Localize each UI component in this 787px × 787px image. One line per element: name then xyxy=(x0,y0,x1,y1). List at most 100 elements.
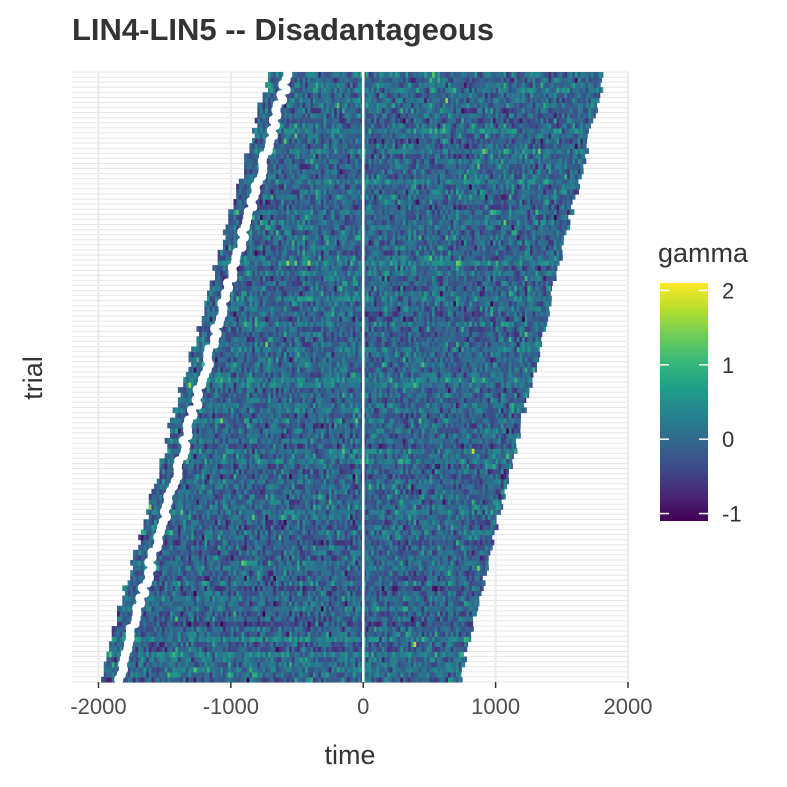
heatmap-tile xyxy=(228,666,232,673)
heatmap-tile xyxy=(302,671,306,678)
heatmap-tile xyxy=(193,631,197,637)
heatmap-tile xyxy=(334,626,338,632)
heatmap-tile xyxy=(169,621,174,627)
heatmap-tile xyxy=(228,641,232,648)
heatmap-tile xyxy=(302,636,306,642)
heatmap-tile xyxy=(275,666,280,673)
heatmap-tile xyxy=(244,651,248,658)
heatmap-tile xyxy=(395,621,399,627)
heatmap-tile xyxy=(214,656,219,663)
heatmap-tile xyxy=(410,615,415,622)
heatmap-tile xyxy=(328,641,332,648)
heatmap-tile xyxy=(294,631,298,637)
heatmap-tile xyxy=(193,615,197,622)
heatmap-tile xyxy=(114,666,118,673)
heatmap-tile xyxy=(434,615,438,622)
heatmap-tile xyxy=(442,636,446,642)
heatmap-tile xyxy=(371,671,375,678)
heatmap-tile xyxy=(156,636,160,642)
heatmap-tile xyxy=(453,626,457,632)
heatmap-tile xyxy=(310,631,314,637)
heatmap-tile xyxy=(350,615,354,622)
heatmap-tile xyxy=(162,676,166,683)
heatmap-tile xyxy=(201,631,205,637)
heatmap-tile xyxy=(236,656,240,663)
heatmap-tile xyxy=(217,646,221,653)
heatmap-tile xyxy=(209,626,213,632)
heatmap-tile xyxy=(254,656,258,663)
heatmap-tile xyxy=(236,661,240,668)
heatmap-tile xyxy=(437,676,441,683)
heatmap-tile xyxy=(196,641,200,648)
heatmap-tile xyxy=(199,615,203,622)
heatmap-tile xyxy=(143,676,147,683)
heatmap-tile xyxy=(212,626,216,632)
heatmap-tile xyxy=(455,646,460,653)
heatmap-tile xyxy=(387,621,391,627)
heatmap-tile xyxy=(363,621,367,627)
heatmap-tile xyxy=(222,661,227,668)
heatmap-tile xyxy=(304,671,309,678)
heatmap-tile xyxy=(490,544,493,551)
heatmap-tile xyxy=(169,656,174,663)
heatmap-tile xyxy=(236,615,240,622)
heatmap-tile xyxy=(262,656,266,663)
heatmap-tile xyxy=(297,631,301,637)
heatmap-tile xyxy=(225,621,229,627)
heatmap-tile xyxy=(365,666,370,673)
heatmap-tile xyxy=(334,636,338,642)
heatmap-tile xyxy=(138,631,142,637)
heatmap-tile xyxy=(397,641,401,648)
heatmap-tile xyxy=(397,636,401,642)
heatmap-tile xyxy=(222,656,227,663)
heatmap-tile xyxy=(418,646,422,653)
heatmap-tile xyxy=(217,615,221,622)
heatmap-tile xyxy=(209,666,213,673)
heatmap-tile xyxy=(222,626,227,632)
heatmap-tile xyxy=(350,671,354,678)
heatmap-tile xyxy=(175,626,179,632)
heatmap-tile xyxy=(220,636,224,642)
heatmap-tile xyxy=(315,661,319,668)
heatmap-tile xyxy=(177,636,182,642)
heatmap-tile xyxy=(283,615,287,622)
heatmap-tile xyxy=(214,615,219,622)
heatmap-tile xyxy=(185,641,189,648)
heatmap-tile xyxy=(445,656,449,663)
heatmap-tile xyxy=(162,626,166,632)
heatmap-tile xyxy=(424,661,428,668)
heatmap-tile xyxy=(445,651,449,658)
heatmap-tile xyxy=(159,615,163,622)
heatmap-tile xyxy=(249,646,253,653)
heatmap-tile xyxy=(458,621,462,627)
heatmap-tile xyxy=(273,666,277,673)
heatmap-tile xyxy=(119,636,123,642)
heatmap-tile xyxy=(111,676,115,683)
heatmap-tile xyxy=(132,676,137,683)
heatmap-tile xyxy=(395,636,399,642)
heatmap-tile xyxy=(297,641,301,648)
heatmap-tile xyxy=(199,676,203,683)
heatmap-tile xyxy=(246,626,250,632)
heatmap-tile xyxy=(400,651,404,658)
heatmap-tile xyxy=(286,656,290,663)
heatmap-tile xyxy=(402,626,407,632)
heatmap-tile xyxy=(323,641,327,648)
heatmap-tile xyxy=(339,666,343,673)
heatmap-tile xyxy=(180,661,184,668)
heatmap-tile xyxy=(183,636,187,642)
heatmap-tile xyxy=(249,671,253,678)
heatmap-tile xyxy=(167,656,171,663)
heatmap-tile xyxy=(445,661,449,668)
heatmap-tile xyxy=(381,641,385,648)
heatmap-tile xyxy=(405,656,409,663)
heatmap-tile xyxy=(117,621,121,627)
heatmap-tile xyxy=(458,631,462,637)
heatmap-tile xyxy=(191,631,195,637)
heatmap-tile xyxy=(238,671,242,678)
heatmap-tile xyxy=(238,641,242,648)
heatmap-tile xyxy=(461,631,465,637)
heatmap-tile xyxy=(143,661,147,668)
heatmap-tile xyxy=(307,626,311,632)
heatmap-tile xyxy=(421,636,425,642)
